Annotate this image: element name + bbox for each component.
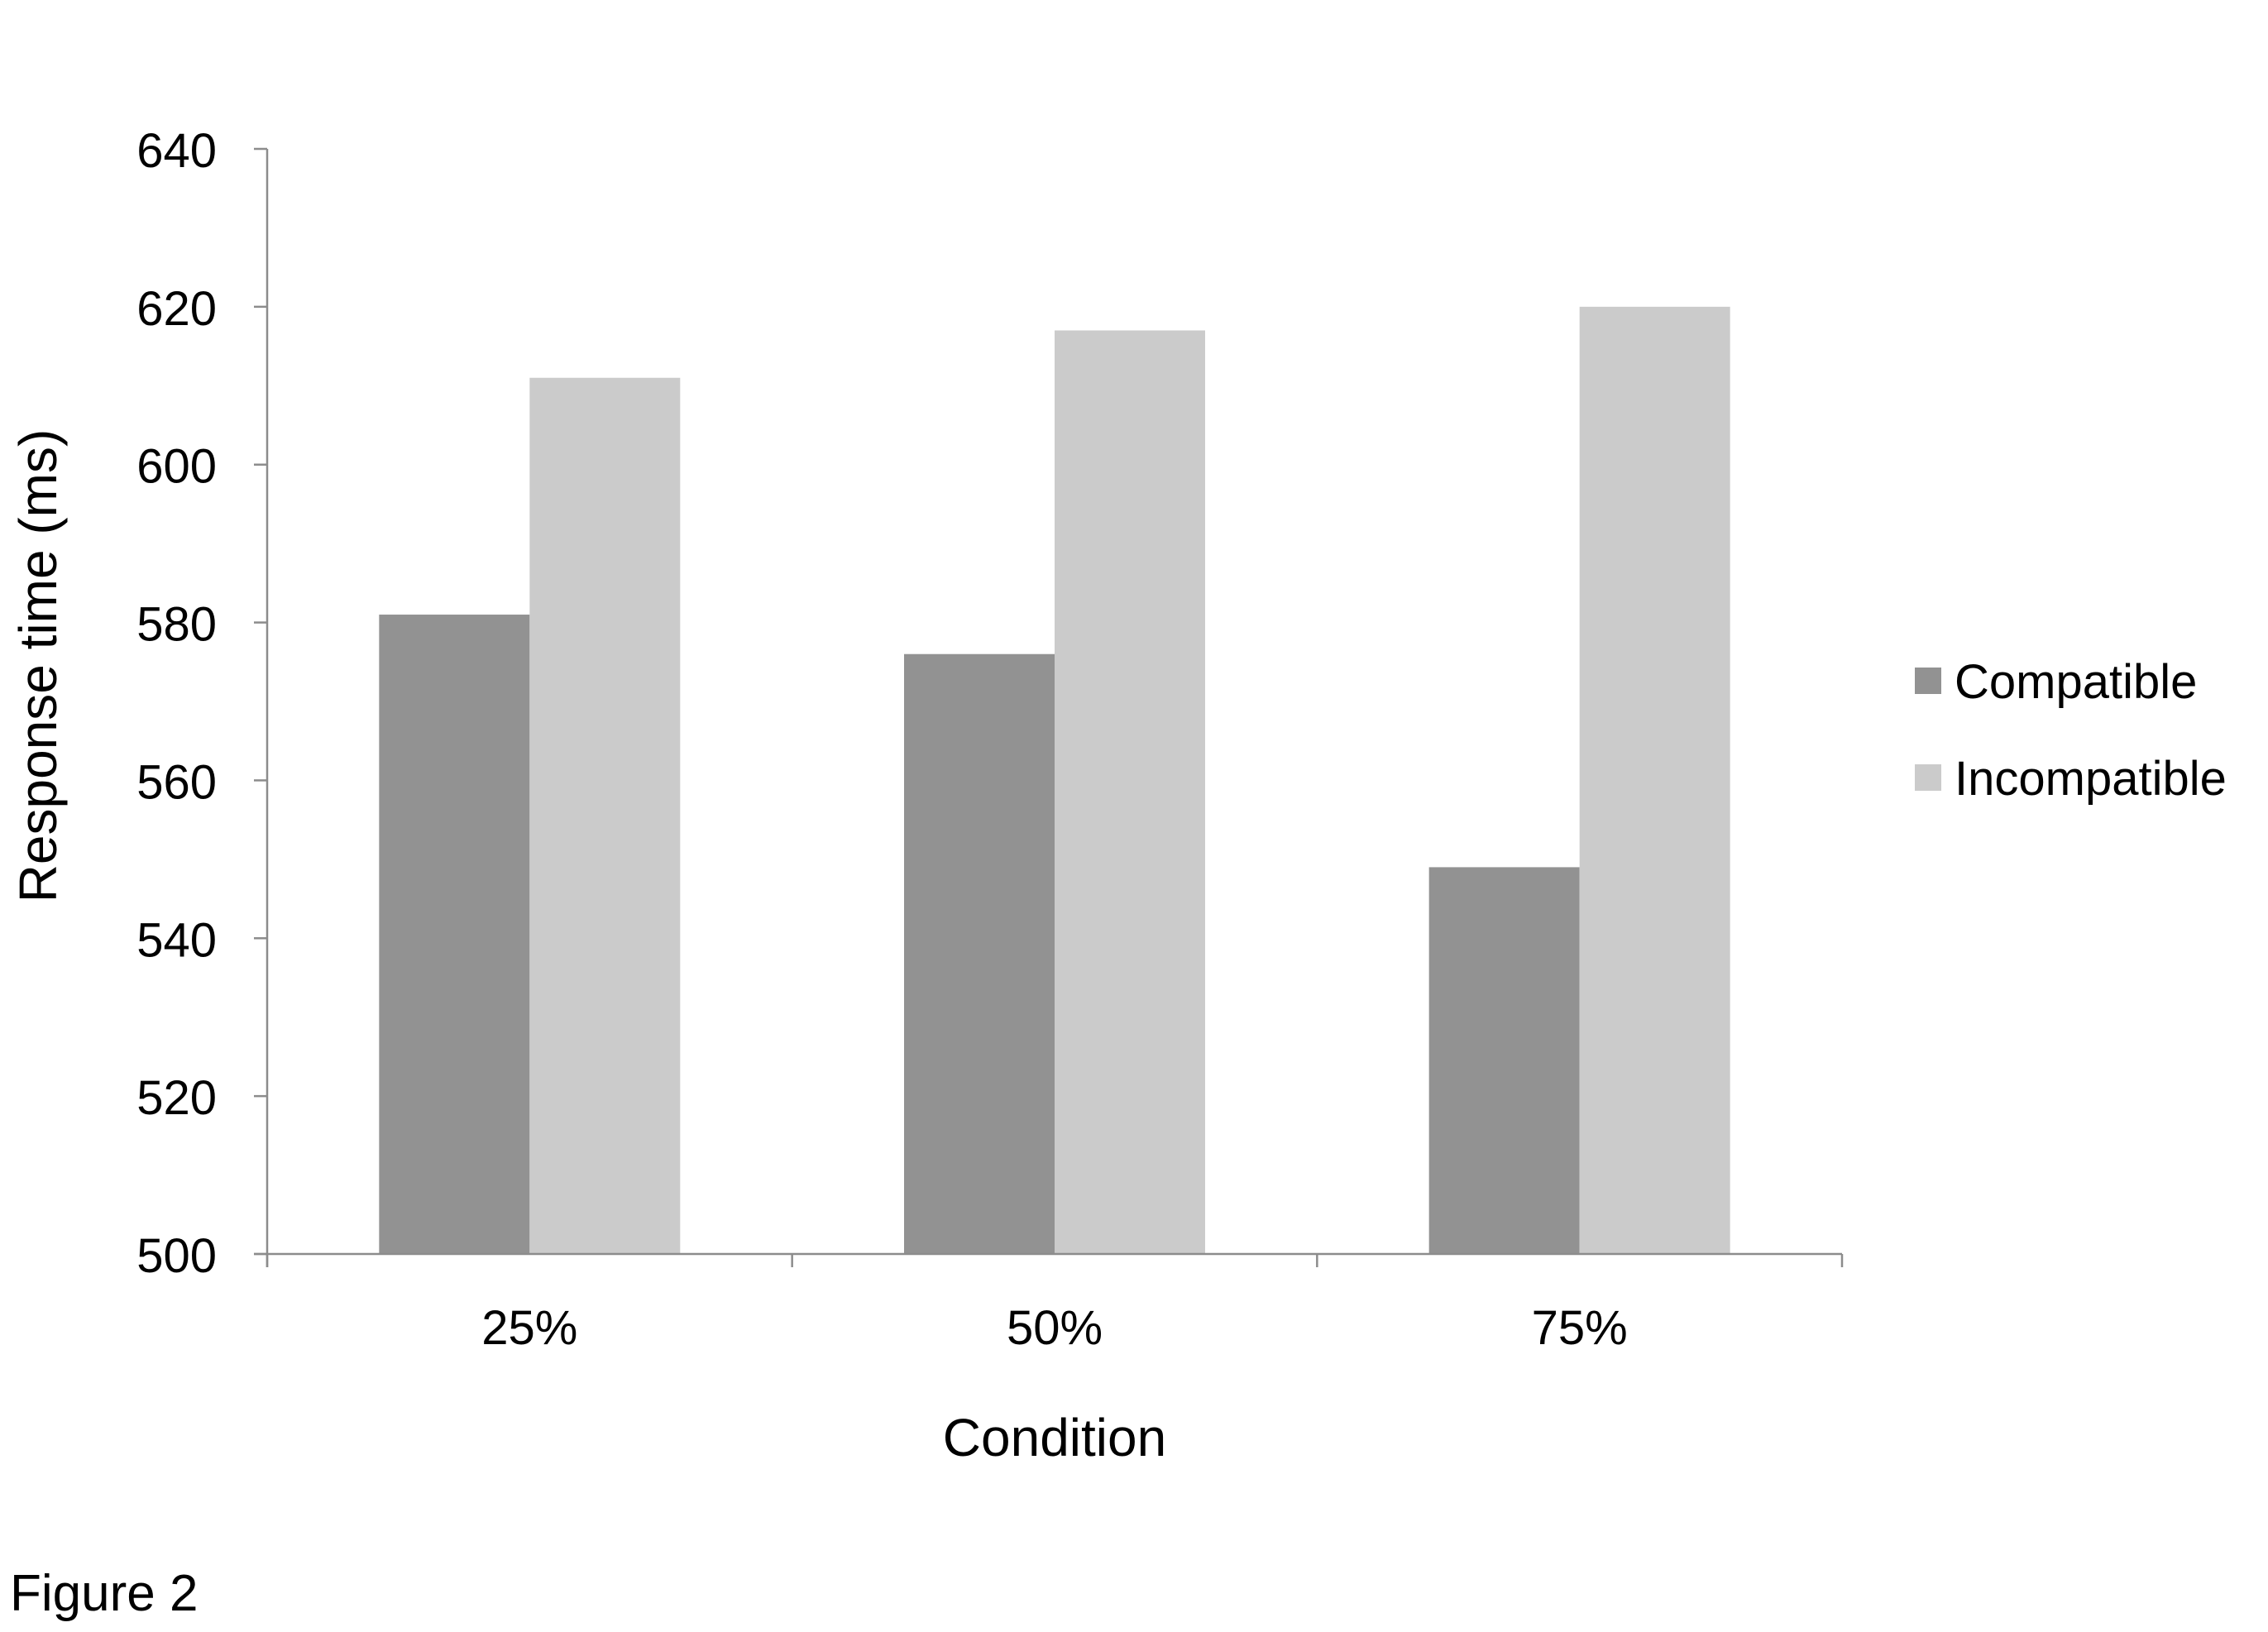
bar-incompatible-75pct (1579, 306, 1730, 1254)
y-tick-label: 560 (136, 755, 217, 809)
x-axis-title: Condition (943, 1408, 1166, 1467)
y-tick-label: 520 (136, 1071, 217, 1125)
figure-caption: Figure 2 (10, 1565, 199, 1622)
y-ticks-group: 500 520 540 560 580 600 620 640 (136, 124, 267, 1283)
bar-compatible-25pct (379, 615, 530, 1254)
legend-label-compatible: Compatible (1955, 655, 2197, 709)
axes-group (254, 149, 1842, 1267)
bar-incompatible-50pct (1055, 330, 1205, 1254)
y-axis-title: Response time (ms) (8, 429, 68, 903)
x-tick-label: 50% (1007, 1301, 1103, 1355)
x-tick-label: 75% (1532, 1301, 1628, 1355)
y-tick-label: 600 (136, 440, 217, 494)
bar-compatible-50pct (904, 653, 1055, 1254)
legend-swatch-incompatible (1915, 764, 1941, 791)
x-tick-label: 25% (481, 1301, 577, 1355)
y-tick-label: 640 (136, 124, 217, 178)
bar-incompatible-25pct (529, 377, 681, 1254)
legend: Compatible Incompatible (1915, 655, 2227, 806)
y-tick-label: 540 (136, 913, 217, 967)
y-tick-label: 620 (136, 282, 217, 336)
x-ticks-group: 25% 50% 75% (266, 1254, 1844, 1355)
bar-compatible-75pct (1428, 867, 1580, 1254)
y-tick-label: 580 (136, 598, 217, 652)
y-tick-label: 500 (136, 1229, 217, 1283)
legend-swatch-compatible (1915, 668, 1941, 694)
legend-label-incompatible: Incompatible (1955, 752, 2227, 806)
bars-group (379, 306, 1730, 1254)
